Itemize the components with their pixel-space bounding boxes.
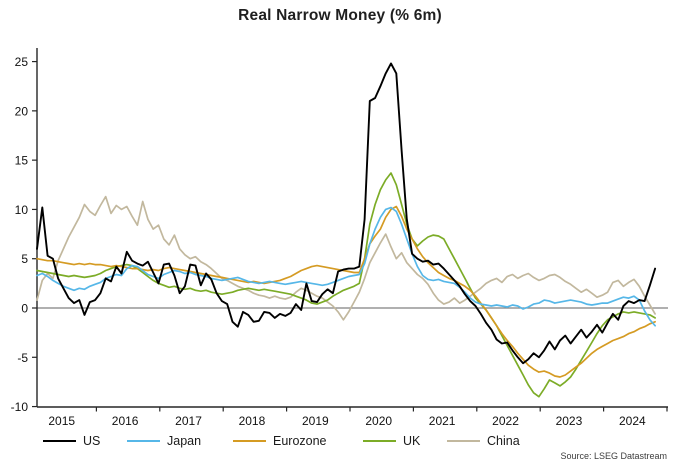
eurozone-line [36, 205, 656, 378]
legend-item-uk: UK [363, 431, 420, 451]
legend-swatch-china [447, 440, 480, 442]
y-tick-label: -10 [11, 400, 29, 414]
x-tick-label: 2019 [302, 414, 329, 428]
legend-label-uk: UK [403, 434, 421, 448]
y-tick-label: 15 [15, 154, 29, 168]
x-tick-label: 2022 [492, 414, 519, 428]
legend-swatch-uk [363, 440, 396, 442]
chart-legend: US Japan Eurozone UK China [0, 431, 680, 451]
x-tick-label: 2017 [175, 414, 202, 428]
y-tick-label: -5 [17, 351, 28, 365]
x-tick-label: 2016 [112, 414, 139, 428]
legend-label-china: China [487, 434, 520, 448]
legend-item-china: China [447, 431, 520, 451]
y-tick-label: 5 [21, 252, 28, 266]
y-tick-label: 10 [15, 203, 29, 217]
legend-item-japan: Japan [127, 431, 201, 451]
legend-item-us: US [43, 431, 100, 451]
legend-swatch-japan [127, 440, 160, 442]
us-line [36, 62, 657, 365]
x-tick-label: 2024 [619, 414, 646, 428]
x-tick-label: 2020 [365, 414, 392, 428]
x-tick-label: 2015 [48, 414, 75, 428]
source-note: Source: LSEG Datastream [560, 451, 667, 461]
legend-item-eurozone: Eurozone [233, 431, 327, 451]
x-tick-label: 2018 [239, 414, 266, 428]
uk-line [36, 172, 656, 398]
japan-line [36, 206, 656, 327]
x-tick-label: 2021 [429, 414, 456, 428]
china-line [36, 195, 656, 321]
legend-swatch-us [43, 440, 76, 442]
legend-label-us: US [83, 434, 101, 448]
y-tick-label: 25 [15, 55, 29, 69]
legend-swatch-eurozone [233, 440, 266, 442]
y-tick-label: 20 [15, 104, 29, 118]
y-tick-label: 0 [21, 302, 28, 316]
legend-label-eurozone: Eurozone [273, 434, 327, 448]
chart-title: Real Narrow Money (% 6m) [238, 7, 442, 24]
legend-label-japan: Japan [167, 434, 202, 448]
x-tick-label: 2023 [556, 414, 583, 428]
